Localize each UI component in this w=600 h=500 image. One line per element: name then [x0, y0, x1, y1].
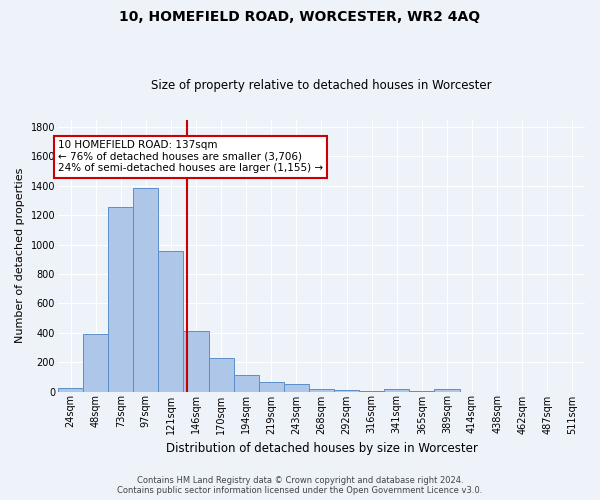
Bar	[158, 251, 184, 392]
Bar	[233, 374, 259, 392]
Bar	[384, 390, 409, 392]
Bar	[409, 391, 434, 392]
Bar	[209, 358, 233, 392]
X-axis label: Distribution of detached houses by size in Worcester: Distribution of detached houses by size …	[166, 442, 478, 455]
Bar	[309, 388, 334, 392]
Bar	[284, 384, 309, 392]
Bar	[108, 207, 133, 392]
Bar	[334, 390, 359, 392]
Text: Contains HM Land Registry data © Crown copyright and database right 2024.
Contai: Contains HM Land Registry data © Crown c…	[118, 476, 482, 495]
Title: Size of property relative to detached houses in Worcester: Size of property relative to detached ho…	[151, 79, 492, 92]
Bar	[133, 188, 158, 392]
Bar	[259, 382, 284, 392]
Bar	[434, 388, 460, 392]
Text: 10, HOMEFIELD ROAD, WORCESTER, WR2 4AQ: 10, HOMEFIELD ROAD, WORCESTER, WR2 4AQ	[119, 10, 481, 24]
Bar	[83, 334, 108, 392]
Bar	[58, 388, 83, 392]
Bar	[359, 391, 384, 392]
Y-axis label: Number of detached properties: Number of detached properties	[15, 168, 25, 343]
Bar	[184, 330, 209, 392]
Text: 10 HOMEFIELD ROAD: 137sqm
← 76% of detached houses are smaller (3,706)
24% of se: 10 HOMEFIELD ROAD: 137sqm ← 76% of detac…	[58, 140, 323, 173]
